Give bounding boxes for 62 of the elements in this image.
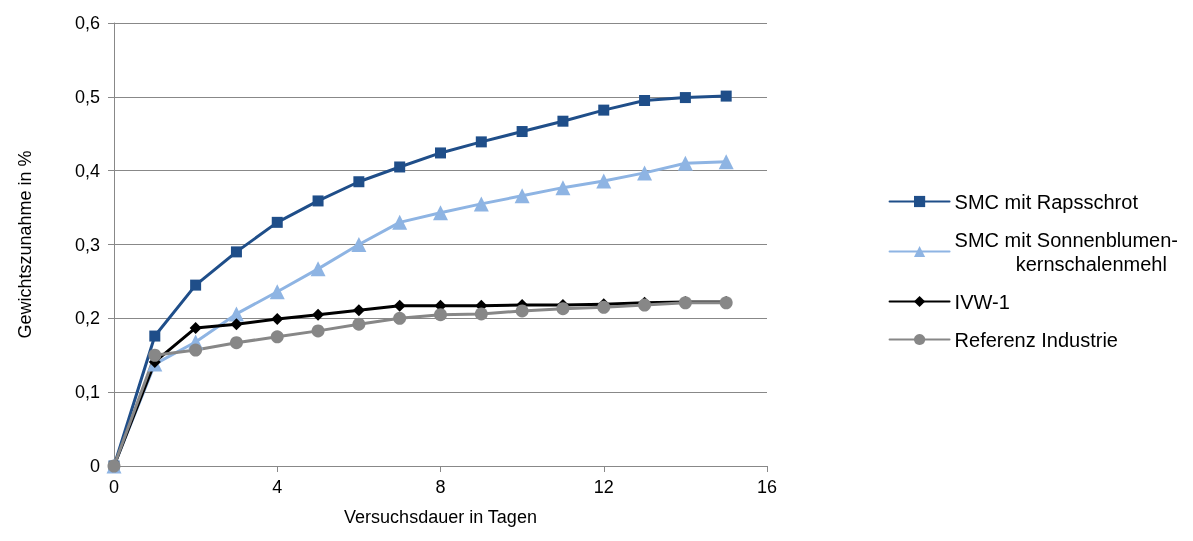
point — [270, 330, 284, 344]
point — [515, 304, 529, 318]
point — [230, 318, 243, 331]
y-tick-label: 0,3 — [74, 234, 100, 255]
point — [351, 237, 367, 252]
legend-label: SMC mit Sonnenblumen-kernschalenmehl — [954, 228, 1179, 275]
point — [677, 155, 693, 171]
x-tick-label: 16 — [756, 477, 778, 497]
y-tick-label: 0,1 — [74, 382, 100, 403]
point — [229, 336, 243, 350]
point — [190, 279, 202, 291]
point — [718, 154, 734, 170]
point — [149, 330, 161, 342]
x-axis-title: Versuchsdauer in Tagen — [344, 507, 537, 527]
point — [148, 348, 162, 362]
point — [516, 126, 528, 138]
point — [557, 115, 569, 127]
y-axis-title: Gewichtszunahme in % — [15, 150, 35, 339]
legend-label: IVW-1 — [954, 290, 1010, 313]
point — [393, 299, 406, 312]
point — [433, 205, 448, 221]
point — [312, 308, 325, 321]
y-tick-label: 0,2 — [74, 308, 100, 329]
point — [473, 196, 489, 212]
x-tick-label: 0 — [108, 477, 120, 497]
point — [353, 176, 365, 188]
point — [555, 180, 571, 196]
y-tick-label: 0 — [89, 456, 100, 476]
y-tick-label: 0,6 — [74, 13, 100, 33]
point — [679, 92, 691, 104]
point — [596, 173, 612, 189]
point — [311, 324, 325, 338]
point — [189, 343, 203, 357]
legend-label: Referenz Industrie — [954, 328, 1118, 351]
point — [269, 284, 285, 300]
legend-label: SMC mit Rapsschrot — [954, 190, 1139, 213]
point — [434, 308, 447, 322]
point — [637, 165, 653, 181]
x-tick-label: 4 — [272, 477, 283, 497]
point — [475, 136, 487, 148]
point — [435, 147, 446, 159]
x-tick-label: 12 — [593, 477, 614, 497]
point — [312, 195, 324, 207]
y-tick-label: 0,4 — [74, 160, 100, 181]
point — [720, 90, 732, 102]
point — [556, 302, 570, 316]
point — [474, 307, 488, 321]
point — [271, 216, 283, 228]
point — [352, 304, 365, 317]
x-tick-label: 8 — [435, 477, 446, 497]
point — [514, 188, 530, 204]
point — [393, 311, 407, 325]
y-tick-label: 0,5 — [74, 86, 100, 107]
point — [394, 161, 406, 173]
point — [598, 104, 610, 116]
point — [271, 313, 284, 326]
point — [189, 321, 202, 334]
point — [352, 317, 366, 331]
point — [392, 214, 408, 230]
point — [310, 261, 326, 277]
point — [639, 95, 651, 107]
point — [230, 246, 242, 258]
